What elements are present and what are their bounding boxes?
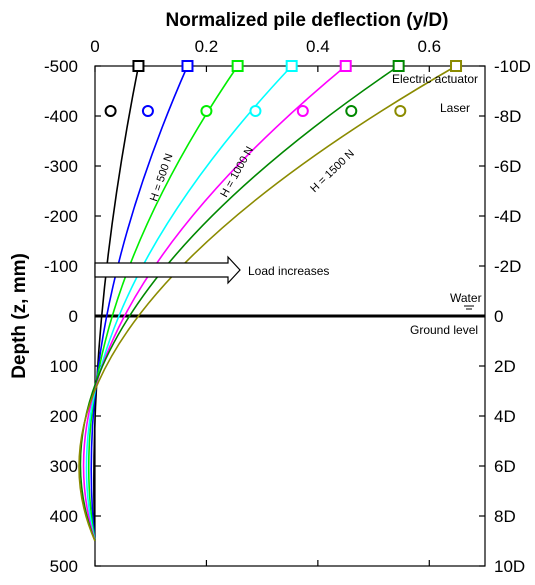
- x-axis-title: Normalized pile deflection (y/D): [166, 10, 449, 31]
- y-tick-label: 100: [50, 357, 78, 376]
- deflection-curve: [85, 65, 293, 542]
- laser-marker: [104, 105, 117, 117]
- actuator-marker: [181, 60, 194, 72]
- deflection-curve: [78, 65, 457, 542]
- x-tick-label: 0.4: [306, 37, 330, 56]
- y-tick-label: -400: [44, 107, 78, 126]
- actuator-marker: [132, 60, 145, 72]
- y-tick-label: 500: [50, 557, 78, 576]
- x-tick-label: 0.6: [417, 37, 441, 56]
- right-tick-label: -2D: [494, 257, 521, 276]
- laser-marker: [394, 105, 407, 117]
- laser-marker: [200, 105, 213, 117]
- load-increases-label: Load increases: [248, 264, 329, 278]
- y-tick-label: 400: [50, 507, 78, 526]
- water-label: Water: [450, 291, 482, 305]
- laser-marker: [141, 105, 154, 117]
- right-tick-label: 10D: [494, 557, 525, 576]
- actuator-marker: [392, 60, 405, 72]
- laser-marker: [296, 105, 309, 117]
- x-tick-label: 0: [90, 37, 99, 56]
- right-tick-label: -8D: [494, 107, 521, 126]
- right-tick-label: -4D: [494, 207, 521, 226]
- right-tick-label: -10D: [494, 57, 531, 76]
- deflection-curve: [93, 65, 140, 542]
- deflection-curve: [87, 65, 239, 542]
- right-tick-label: 8D: [494, 507, 516, 526]
- actuator-marker: [339, 60, 352, 72]
- y-axis-title: Depth (z, mm): [9, 253, 30, 379]
- right-tick-label: 2D: [494, 357, 516, 376]
- x-tick-label: 0.2: [195, 37, 219, 56]
- laser-marker: [345, 105, 358, 117]
- actuator-marker: [450, 60, 463, 72]
- y-tick-label: -100: [44, 257, 78, 276]
- deflection-curves: [78, 65, 457, 542]
- electric-actuator-label: Electric actuator: [392, 72, 478, 86]
- y-tick-label: 300: [50, 457, 78, 476]
- load-increases-arrow: [94, 255, 241, 285]
- actuator-marker: [285, 60, 298, 72]
- laser-marker: [249, 105, 262, 117]
- deflection-curve: [90, 65, 189, 542]
- right-tick-label: -6D: [494, 157, 521, 176]
- y-tick-label: 0: [69, 307, 78, 326]
- actuator-marker: [231, 60, 244, 72]
- y-tick-label: -300: [44, 157, 78, 176]
- deflection-curve: [79, 65, 400, 542]
- y-tick-label: -500: [44, 57, 78, 76]
- laser-label: Laser: [440, 101, 470, 115]
- y-tick-label: 200: [50, 407, 78, 426]
- y-tick-label: -200: [44, 207, 78, 226]
- curve-load-label: H = 500 N: [148, 152, 176, 203]
- right-tick-label: 0: [494, 307, 503, 326]
- axes: 0 0.2 0.4 0.6 -500 -10D -400 -8D -300 -6D -200 -4D -…: [44, 37, 531, 576]
- right-tick-label: 4D: [494, 407, 516, 426]
- measurement-markers: [104, 60, 463, 117]
- deflection-curve: [82, 65, 347, 542]
- ground-level-label: Ground level: [410, 323, 478, 337]
- right-tick-label: 6D: [494, 457, 516, 476]
